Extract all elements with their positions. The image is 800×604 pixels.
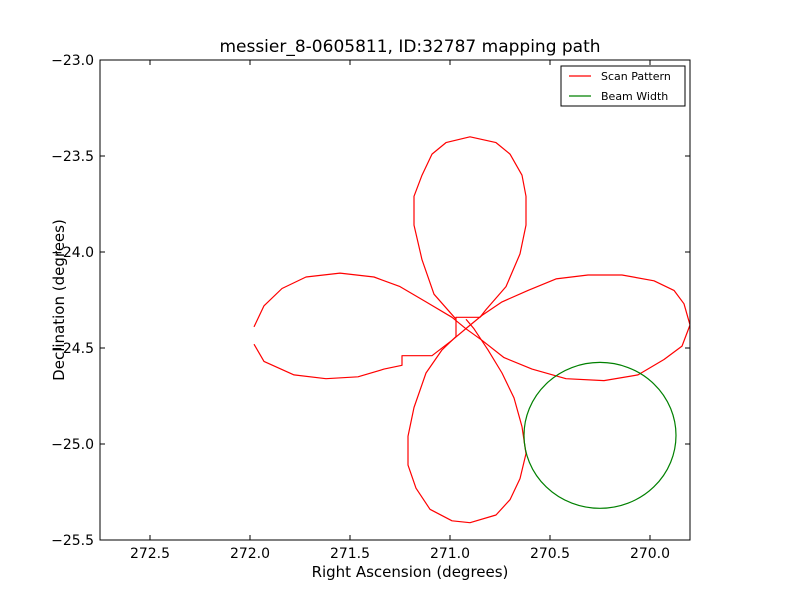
plot-area (100, 60, 690, 540)
y-tick-label: −24.5 (51, 341, 94, 357)
legend-label-scan-pattern: Scan Pattern (601, 70, 671, 83)
x-tick-label: 272.5 (130, 546, 170, 562)
x-tick-label: 270.5 (530, 546, 570, 562)
series-circle-beam-width (523, 361, 677, 509)
x-tick-label: 271.0 (430, 546, 470, 562)
y-tick-label: −24.0 (51, 245, 94, 261)
series-line-scan-pattern-0 (253, 272, 690, 382)
legend: Scan Pattern Beam Width (560, 65, 686, 107)
plot-frame (99, 59, 691, 541)
y-axis-label: Declination (degrees) (50, 219, 68, 381)
x-tick-label: 270.0 (630, 546, 670, 562)
legend-box (560, 65, 686, 107)
y-tick-label: −25.5 (51, 533, 94, 549)
legend-label-beam-width: Beam Width (601, 90, 668, 103)
chart-title: messier_8-0605811, ID:32787 mapping path (219, 37, 600, 57)
y-tick-label: −23.5 (51, 149, 94, 165)
y-tick-label: −25.0 (51, 437, 94, 453)
x-tick-label: 272.0 (230, 546, 270, 562)
x-tick-label: 271.5 (330, 546, 370, 562)
x-axis-label: Right Ascension (degrees) (312, 563, 509, 581)
series-line-scan-pattern-1 (407, 136, 527, 524)
y-tick-label: −23.0 (51, 53, 94, 69)
